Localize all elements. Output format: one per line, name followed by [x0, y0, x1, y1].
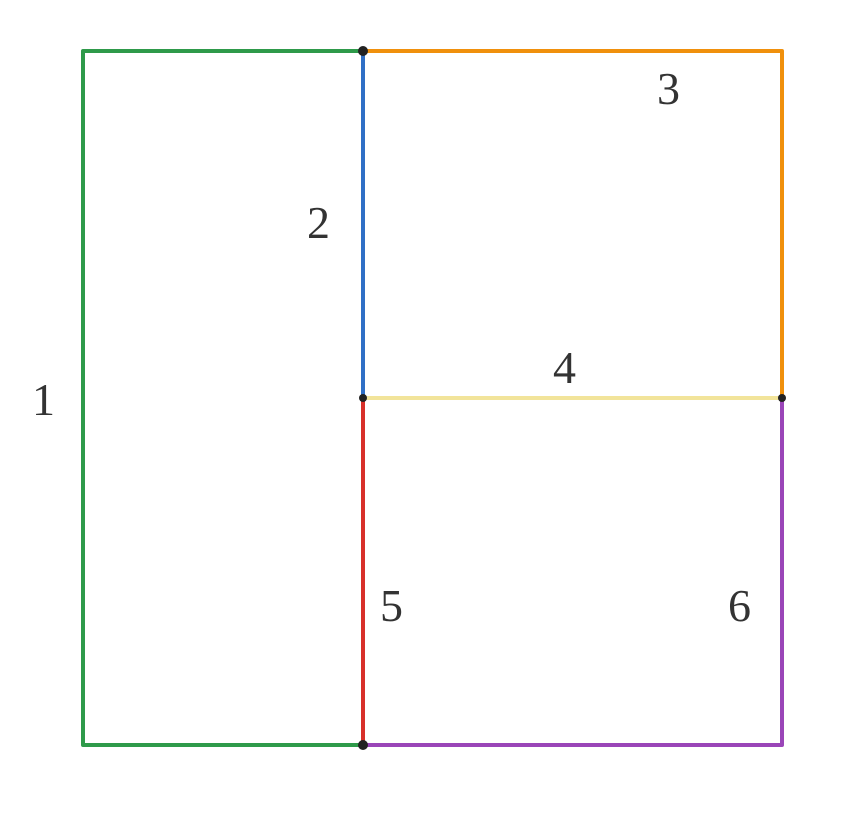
path-1-label: 1 — [32, 374, 55, 425]
path-2-label: 2 — [307, 197, 330, 248]
node-bottom-mid — [358, 740, 368, 750]
path-3-line — [361, 49, 784, 400]
node-top-mid — [358, 46, 368, 56]
path-6-line — [361, 396, 784, 747]
node-center-right — [778, 394, 786, 402]
path-4-label: 4 — [553, 342, 576, 393]
node-center-left — [359, 394, 367, 402]
path-3-label: 3 — [657, 63, 680, 114]
path-6-label: 6 — [728, 580, 751, 631]
path-1-line — [81, 49, 365, 747]
path-5-label: 5 — [380, 580, 403, 631]
